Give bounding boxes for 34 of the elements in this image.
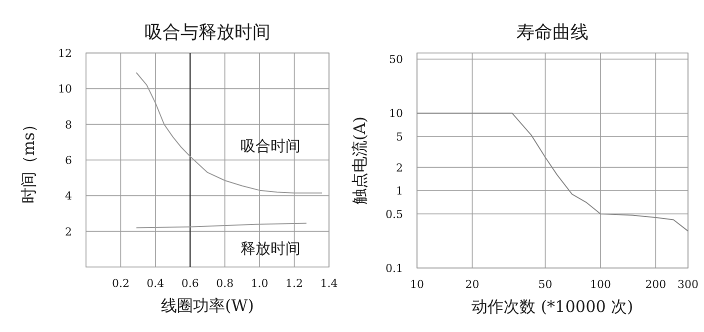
- x-tick-label: 0.8: [216, 277, 234, 290]
- x-tick-label: 1.4: [320, 277, 338, 290]
- y-tick-label: 2: [396, 161, 403, 174]
- y-tick-label: 12: [58, 47, 72, 60]
- y-tick-label: 10: [58, 82, 72, 96]
- y-tick-label: 4: [65, 190, 72, 203]
- x-tick-label: 0.2: [112, 277, 130, 290]
- y-tick-label: 50: [389, 53, 403, 66]
- x-tick-label: 100: [590, 278, 611, 291]
- y-tick-label: 0.5: [386, 208, 403, 221]
- y-tick-label: 6: [65, 154, 72, 167]
- y-tick-label: 10: [389, 107, 403, 120]
- chart-title: 吸合与释放时间: [144, 22, 270, 43]
- series-label: 吸合时间: [240, 136, 301, 155]
- y-tick-label: 5: [396, 130, 403, 144]
- x-tick-label: 1.2: [286, 277, 304, 290]
- y-tick-label: 8: [65, 118, 72, 132]
- x-tick-label: 300: [678, 278, 698, 291]
- series-label: 释放时间: [240, 239, 301, 258]
- x-tick-label: 20: [465, 278, 480, 291]
- y-axis-title: 触点电流(A): [350, 116, 369, 205]
- x-axis-title: 线圈功率(W): [161, 296, 254, 315]
- chart-title: 寿命曲线: [516, 22, 588, 43]
- y-tick-label: 2: [65, 225, 72, 238]
- x-tick-label: 50: [538, 278, 552, 291]
- x-tick-label: 1.0: [250, 277, 268, 290]
- x-axis-title: 动作次数 (*10000 次): [472, 297, 634, 316]
- x-tick-label: 0.6: [181, 277, 199, 290]
- x-tick-label: 10: [410, 278, 424, 291]
- y-axis-title: 时间（ms）: [19, 116, 38, 204]
- y-tick-label: 0.1: [386, 262, 403, 275]
- x-tick-label: 200: [645, 278, 666, 291]
- y-tick-label: 1: [396, 184, 403, 198]
- x-tick-label: 0.4: [146, 277, 164, 290]
